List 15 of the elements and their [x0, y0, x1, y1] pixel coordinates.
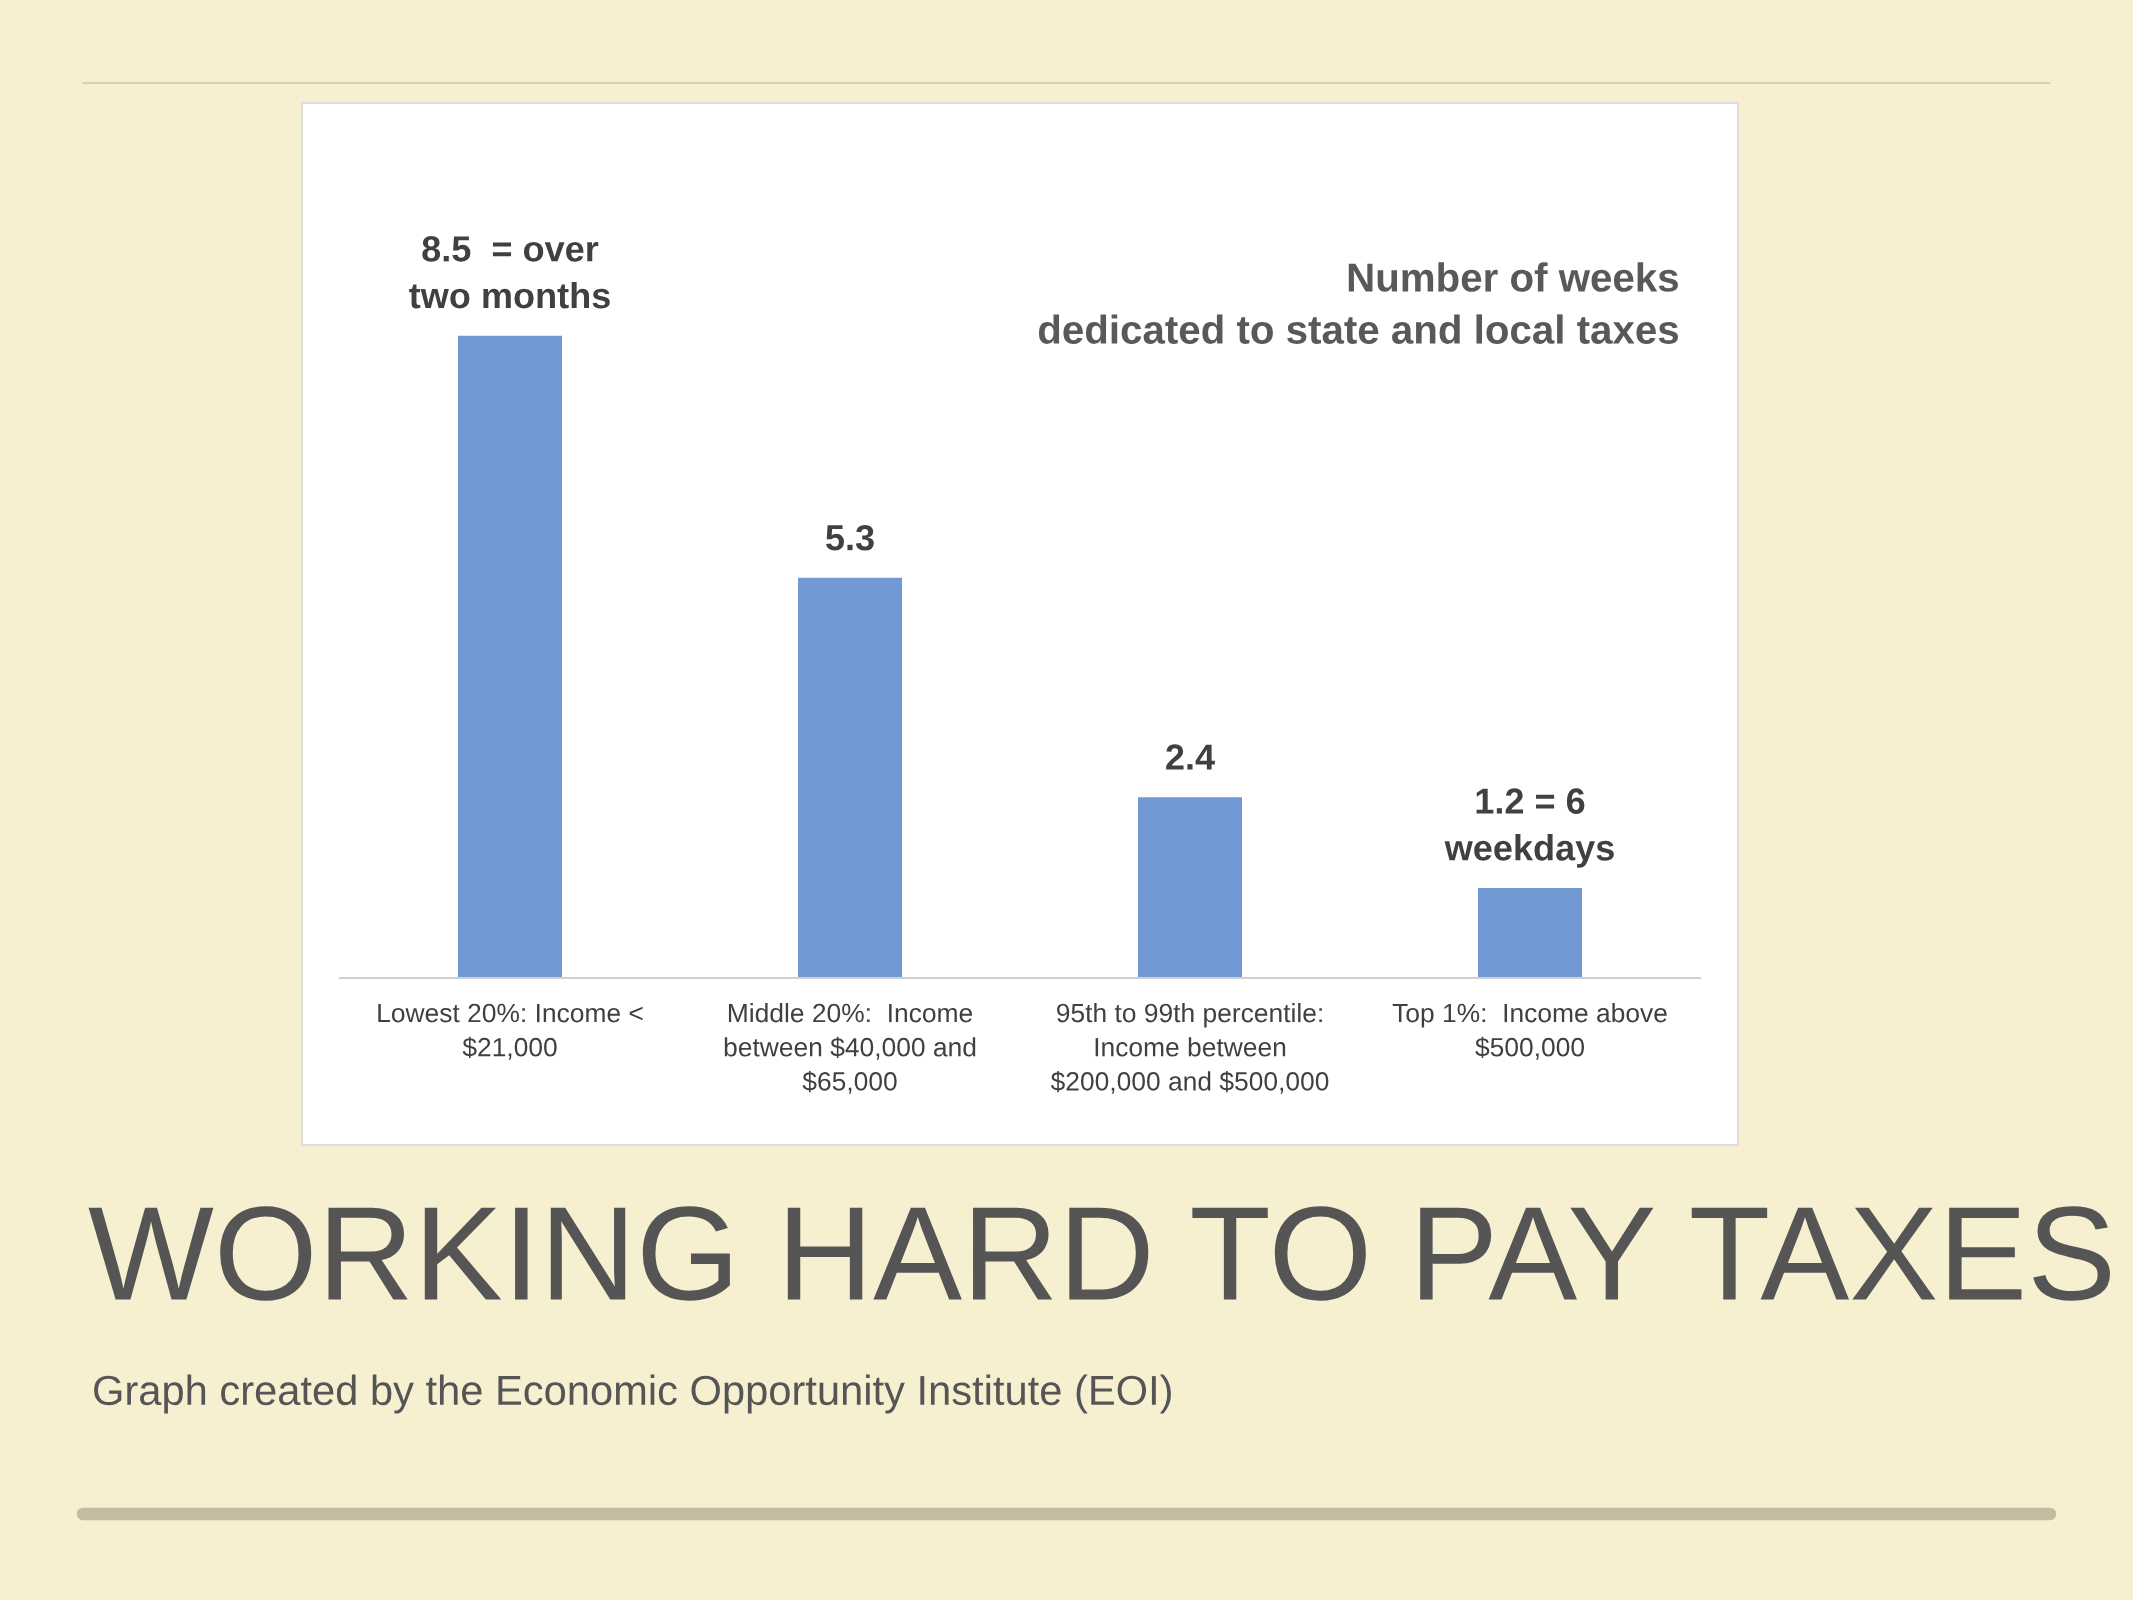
data-label: 1.2 = 6 weekdays [1444, 788, 1614, 868]
x-tick-label: 95th to 99th percentile: Income between $200,000 and $500,000 [1050, 1003, 1329, 1094]
data-label: 2.4 [1166, 744, 1215, 770]
x-tick-label: Lowest 20%: Income < $21,000 [378, 1003, 643, 1060]
bar [1136, 795, 1244, 978]
data-label: 8.5 = over two months [409, 236, 610, 309]
text: Graph created by the Economic Opportunity Institute (EOI) [94, 1374, 1171, 1414]
x-tick-label: Top 1%: Income above $500,000 [1392, 1003, 1667, 1060]
x-tick-label: Middle 20%: Income between $40,000 and $65,000 [724, 1003, 976, 1094]
data-label: 5.3 [826, 524, 874, 551]
bar [456, 334, 564, 978]
bar [1476, 886, 1584, 978]
bar [796, 576, 904, 978]
chart-subtitle: Number of weeks dedicated to state and local taxes [1038, 262, 1679, 344]
text: WORKING HARD TO PAY TAXES [88, 1206, 2110, 1301]
